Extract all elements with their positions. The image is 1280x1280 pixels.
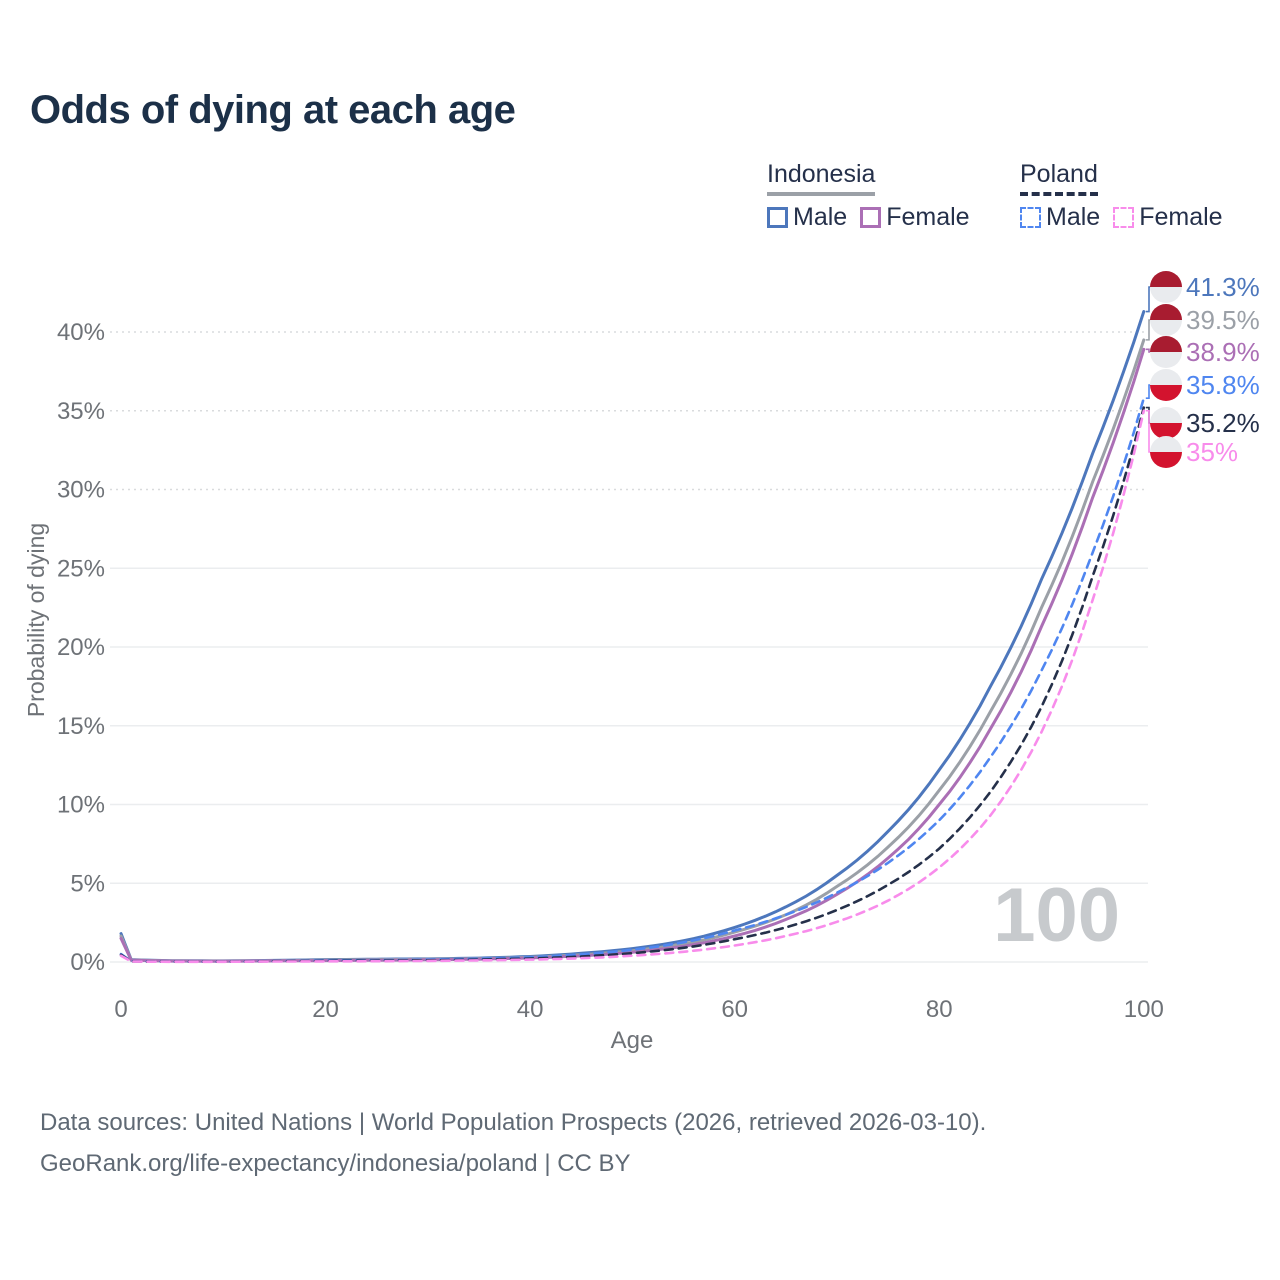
legend-label-indonesia-male: Male [793,203,848,231]
flag-indonesia-icon [1150,271,1182,287]
y-axis-title: Probability of dying [23,523,49,717]
x-tick-label: 80 [926,996,953,1023]
end-value-label-indonesia-both: 39.5% [1186,305,1260,335]
y-tick-label: 25% [57,555,105,582]
legend-items-indonesia: Male Female [767,203,970,232]
end-value-label-poland-both: 35.2% [1186,408,1260,438]
series-line-indonesia-both[interactable] [119,338,1146,963]
footer-line-attribution: GeoRank.org/life-expectancy/indonesia/po… [40,1150,631,1177]
flag-poland-icon [1150,452,1182,468]
y-tick-label: 15% [57,713,105,740]
x-tick-label: 20 [312,996,339,1023]
end-value-label-indonesia-female: 38.9% [1186,337,1260,367]
x-tick-label: 0 [114,996,127,1023]
flag-poland-icon [1150,407,1182,423]
flag-poland-icon [1150,369,1182,385]
legend-group-poland: Poland Male Female [1020,160,1223,232]
x-tick-label: 40 [517,996,544,1023]
legend-group-indonesia: Indonesia Male Female [767,160,970,232]
x-tick-label: 60 [721,996,748,1023]
flag-poland-icon [1150,423,1182,439]
legend-label-indonesia-female: Female [886,203,970,231]
legend-country-indonesia: Indonesia [767,160,876,196]
series-line-indonesia-female[interactable] [119,347,1146,963]
flag-indonesia-icon [1150,336,1182,352]
flag-poland-icon [1150,436,1182,452]
flag-indonesia-icon [1150,320,1182,336]
age-counter-watermark: 100 [993,873,1120,958]
end-value-label-indonesia-male: 41.3% [1186,272,1260,302]
legend-label-poland-male: Male [1046,203,1101,231]
y-tick-label: 5% [70,870,105,897]
flag-indonesia-icon [1150,304,1182,320]
series-line-poland-male[interactable] [119,396,1146,963]
legend-toggle-indonesia-female[interactable]: Female [860,203,970,232]
y-tick-label: 35% [57,398,105,425]
y-tick-label: 40% [57,319,105,346]
legend-toggle-poland-female[interactable]: Female [1113,203,1223,232]
end-value-label-poland-female: 35% [1186,437,1238,467]
y-tick-label: 10% [57,792,105,819]
checkbox-poland-female-icon[interactable] [1113,207,1135,228]
legend-items-poland: Male Female [1020,203,1223,232]
x-tick-label: 100 [1124,996,1164,1023]
checkbox-indonesia-female-icon[interactable] [860,207,882,228]
series-line-poland-female[interactable] [119,409,1146,964]
checkbox-poland-male-icon[interactable] [1020,207,1041,228]
flag-indonesia-icon [1150,352,1182,368]
flag-indonesia-icon [1150,287,1182,303]
chart-legend: Indonesia Male Female Poland Male [0,160,1280,240]
footer-line-sources: Data sources: United Nations | World Pop… [40,1109,987,1136]
legend-country-poland: Poland [1020,160,1098,196]
series-line-indonesia-male[interactable] [119,310,1146,963]
data-source-footer: Data sources: United Nations | World Pop… [40,1102,986,1184]
y-tick-label: 0% [70,949,105,976]
legend-label-poland-female: Female [1139,203,1223,231]
legend-toggle-indonesia-male[interactable]: Male [767,203,847,232]
flag-poland-icon [1150,385,1182,401]
y-tick-label: 20% [57,634,105,661]
legend-toggle-poland-male[interactable]: Male [1020,203,1100,232]
y-tick-label: 30% [57,477,105,504]
checkbox-indonesia-male-icon[interactable] [767,207,788,228]
x-axis-title: Age [611,1027,654,1054]
page-title: Odds of dying at each age [30,88,516,132]
end-value-label-poland-male: 35.8% [1186,370,1260,400]
